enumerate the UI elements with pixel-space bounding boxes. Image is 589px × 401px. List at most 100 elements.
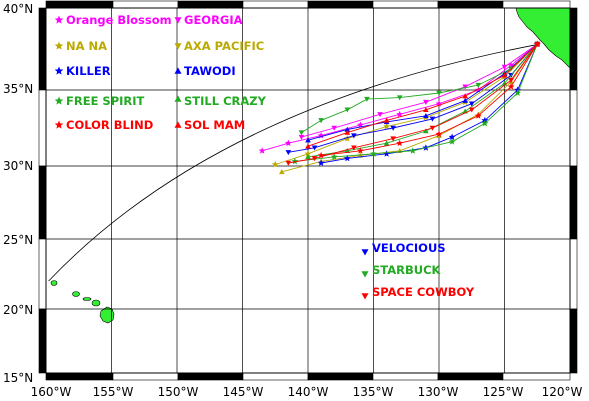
- track-position-marker: [481, 119, 489, 127]
- frame-segment: [437, 0, 504, 9]
- track-line: [321, 43, 538, 164]
- legend-marker: [361, 271, 369, 278]
- track-position-marker: [396, 110, 404, 118]
- track-position-marker: [305, 154, 311, 160]
- frame-segment: [569, 308, 578, 374]
- legend-item-still-crazy: STILL CRAZY: [174, 94, 267, 108]
- track-position-marker: [351, 133, 357, 139]
- longitude-labels: 160°W 155°W 150°W 145°W 140°W 135°W 130°…: [31, 385, 583, 399]
- track-position-marker: [462, 93, 468, 99]
- legend-item-color-blind: COLOR BLIND: [54, 118, 153, 132]
- frame-segment: [38, 89, 47, 167]
- track-position-marker: [311, 145, 318, 151]
- legend-marker: [361, 249, 369, 256]
- legend-item-axa-pacific: AXA PACIFIC: [174, 39, 264, 53]
- hawaii-oahu: [72, 291, 80, 297]
- legend-label: Orange Blossom: [66, 13, 172, 27]
- track-position-marker: [330, 153, 338, 160]
- track-position-marker: [508, 77, 514, 83]
- boat-tracks: [258, 40, 541, 175]
- legend-marker: [174, 121, 182, 128]
- legend-label: NA NA: [66, 39, 107, 53]
- graticule: [46, 8, 570, 373]
- track-position-marker: [436, 90, 442, 96]
- frame-segment: [569, 165, 578, 240]
- track-line: [275, 43, 538, 165]
- frame-segment: [242, 0, 309, 9]
- track-position-marker: [370, 150, 377, 157]
- legend: Orange Blossom GEORGIA NA NA AXA PACIFIC…: [54, 13, 475, 300]
- track-position-marker: [258, 147, 266, 154]
- track-position-marker: [344, 126, 351, 132]
- frame-segment: [112, 372, 179, 381]
- frame-segment: [502, 372, 571, 381]
- hawaii-maui: [91, 299, 101, 307]
- track-position-marker: [383, 150, 390, 157]
- legend-label: FREE SPIRIT: [66, 94, 145, 108]
- legend-label: SPACE COWBOY: [372, 285, 475, 299]
- legend-label: KILLER: [66, 64, 111, 78]
- track-position-marker: [291, 157, 299, 165]
- legend-marker: [54, 96, 64, 105]
- north-america-coast: [515, 7, 571, 69]
- track-position-marker: [284, 139, 292, 147]
- legend-item-space-cowboy: SPACE COWBOY: [361, 285, 475, 300]
- track-position-marker: [343, 135, 351, 142]
- lat-label-35n: 35°N: [3, 82, 33, 96]
- legend-item-starbuck: STARBUCK: [361, 263, 442, 278]
- track-position-marker: [423, 113, 429, 119]
- track-position-marker: [435, 100, 443, 107]
- hawaii-kauai: [50, 280, 58, 286]
- hawaii-molokai: [82, 297, 92, 301]
- frame-segment: [372, 372, 439, 381]
- boat-track: [317, 40, 541, 159]
- boat-track: [285, 41, 541, 156]
- track-position-marker: [331, 125, 337, 131]
- track-position-marker: [317, 132, 325, 139]
- track-position-marker: [304, 150, 312, 157]
- legend-label: VELOCIOUS: [372, 241, 446, 255]
- lat-label-30n: 30°N: [3, 159, 33, 173]
- lon-label-155w: 155°W: [93, 385, 134, 399]
- legend-item-orange-blossom: Orange Blossom: [54, 13, 172, 27]
- frame-segment: [569, 89, 578, 167]
- track-position-marker: [448, 133, 456, 140]
- track-position-marker: [305, 143, 311, 149]
- track-position-marker: [390, 125, 396, 131]
- track-position-marker: [462, 97, 468, 103]
- legend-label: TAWODI: [184, 64, 236, 78]
- track-position-marker: [357, 147, 364, 154]
- frame-segment: [38, 7, 47, 91]
- frame-segment: [38, 308, 47, 374]
- track-position-marker: [396, 95, 403, 101]
- track-position-marker: [533, 40, 541, 47]
- track-position-marker: [448, 138, 456, 145]
- track-position-marker: [383, 117, 390, 123]
- legend-item-georgia: GEORGIA: [174, 13, 243, 27]
- track-position-marker: [351, 145, 357, 151]
- frame-segment: [177, 0, 244, 9]
- legend-label: SOL MAM: [184, 118, 245, 132]
- legend-item-velocious: VELOCIOUS: [361, 241, 446, 256]
- track-position-marker: [298, 130, 305, 136]
- legend-item-na-na: NA NA: [54, 39, 107, 53]
- track-position-marker: [377, 112, 383, 118]
- legend-marker: [54, 120, 64, 129]
- legend-item-killer: KILLER: [54, 64, 111, 78]
- legend-marker: [54, 66, 64, 75]
- track-position-marker: [514, 89, 521, 96]
- legend-label: STARBUCK: [372, 263, 442, 277]
- track-position-marker: [429, 125, 436, 131]
- track-position-marker: [475, 82, 482, 88]
- legend-marker: [174, 67, 182, 74]
- map-frame: [38, 0, 578, 381]
- track-line: [288, 43, 538, 153]
- track-position-marker: [468, 107, 475, 113]
- frame-segment: [307, 372, 374, 381]
- lon-label-150w: 150°W: [158, 385, 199, 399]
- land-masses: [50, 7, 571, 324]
- great-circle-route: [48, 43, 540, 282]
- boat-track: [298, 41, 541, 140]
- legend-label: COLOR BLIND: [66, 118, 153, 132]
- legend-marker: [54, 41, 64, 50]
